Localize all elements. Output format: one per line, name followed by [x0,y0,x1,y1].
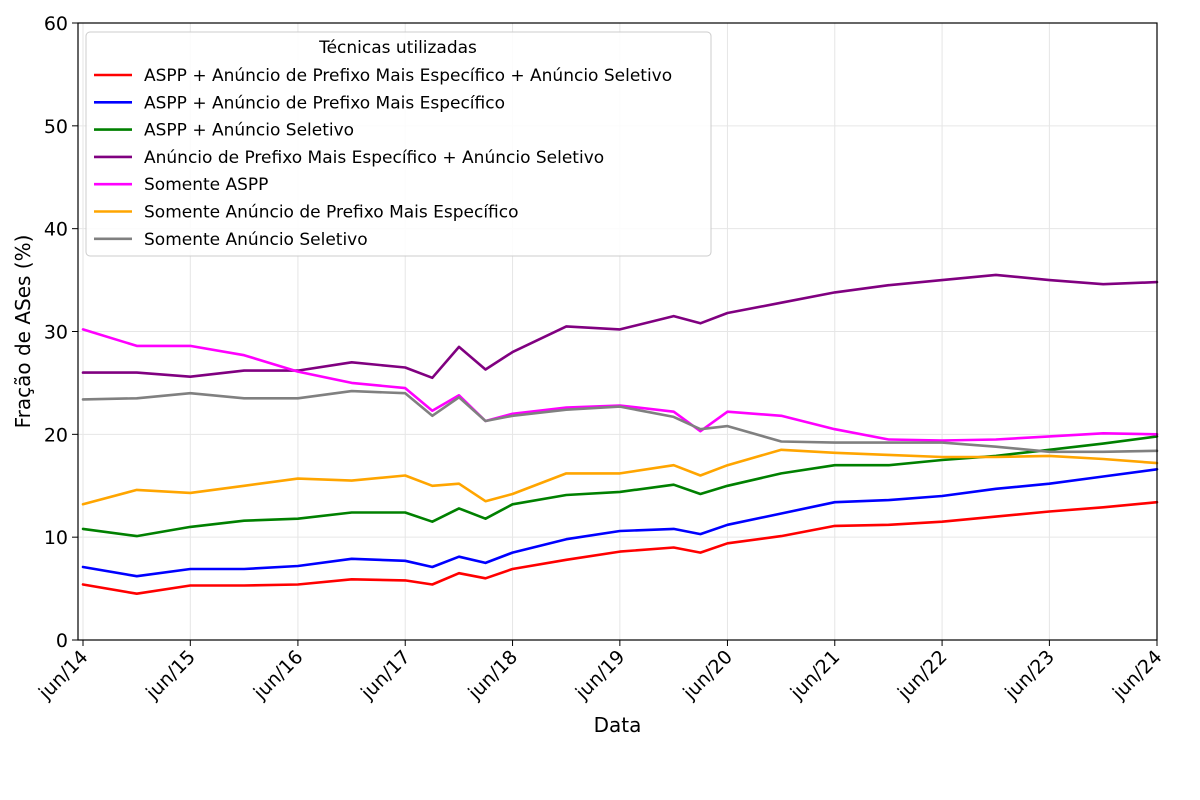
legend-entry-6: Somente Anúncio Seletivo [144,230,368,250]
y-tick-label: 40 [44,219,68,241]
x-tick-label: jun/20 [678,646,737,705]
series-lines [81,273,1159,595]
series-line-5 [81,448,1159,506]
x-tick-label: jun/24 [1108,646,1167,705]
x-tick-label: jun/19 [571,646,630,705]
y-tick-label: 20 [44,424,68,446]
y-tick-label: 0 [56,630,68,652]
y-axis-label: Fração de ASes (%) [11,235,35,429]
x-tick-label: jun/22 [893,646,952,705]
y-axis: 0 10 20 30 40 50 60 [44,13,78,652]
legend-entry-4: Somente ASPP [144,175,268,195]
series-line-2 [81,435,1159,538]
series-line-1 [81,468,1159,578]
y-tick-label: 30 [44,322,68,344]
y-tick-label: 60 [44,13,68,35]
x-tick-label: jun/15 [141,646,200,705]
legend: Técnicas utilizadas ASPP + Anúncio de Pr… [85,31,712,257]
y-tick-label: 10 [44,527,68,549]
x-tick-label: jun/18 [463,646,522,705]
series-line-6 [81,389,1159,454]
x-axis-label: Data [594,713,642,737]
x-tick-label: jun/16 [249,646,308,705]
legend-entry-3: Anúncio de Prefixo Mais Específico + Anú… [144,148,604,168]
series-line-4 [81,328,1159,442]
legend-box [85,31,712,257]
y-tick-label: 50 [44,116,68,138]
legend-entry-1: ASPP + Anúncio de Prefixo Mais Específic… [144,93,505,113]
x-axis: jun/14 jun/15 jun/16 jun/17 jun/18 jun/19 jun/… [34,640,1167,705]
x-tick-label: jun/23 [1000,646,1059,705]
legend-entry-2: ASPP + Anúncio Seletivo [144,121,354,141]
series-line-3 [81,273,1159,380]
x-tick-label: jun/14 [34,646,93,705]
legend-entry-5: Somente Anúncio de Prefixo Mais Específi… [144,203,519,223]
x-tick-label: jun/21 [786,646,845,705]
x-tick-label: jun/17 [356,646,415,705]
legend-title: Técnicas utilizadas [318,38,477,58]
legend-entry-0: ASPP + Anúncio de Prefixo Mais Específic… [144,66,672,86]
series-line-0 [81,500,1159,595]
